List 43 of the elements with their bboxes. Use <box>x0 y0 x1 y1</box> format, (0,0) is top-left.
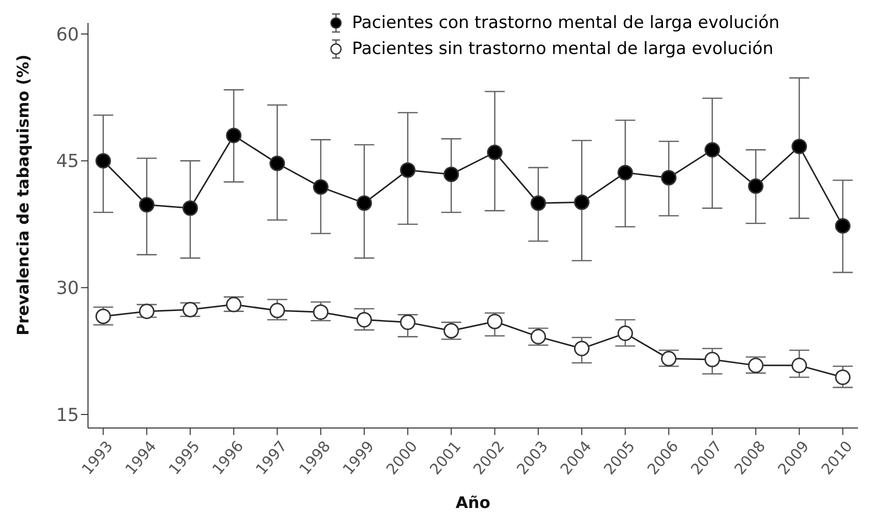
point <box>356 312 372 328</box>
point <box>487 144 502 160</box>
point <box>226 128 242 144</box>
point <box>444 323 459 339</box>
y-tick-label: 45 <box>56 151 79 172</box>
point <box>574 340 590 356</box>
point <box>792 138 808 154</box>
point <box>487 314 502 330</box>
y-tick-label: 30 <box>56 278 79 300</box>
point <box>138 197 154 213</box>
point <box>530 195 546 211</box>
y-tick-label: 15 <box>56 404 79 426</box>
point <box>269 156 285 172</box>
point <box>704 352 720 368</box>
point <box>400 162 416 178</box>
point <box>95 308 111 324</box>
point <box>704 142 720 158</box>
point <box>182 200 198 216</box>
y-tick-label: 60 <box>56 24 79 46</box>
point <box>835 218 851 234</box>
point <box>444 166 459 182</box>
point <box>400 314 416 330</box>
point <box>95 153 111 169</box>
x-axis-title: Año <box>456 493 490 512</box>
point <box>618 164 634 180</box>
point <box>138 304 154 320</box>
legend-label: Pacientes con trastorno mental de larga evolución <box>352 13 780 33</box>
point <box>226 296 242 312</box>
point <box>792 358 808 374</box>
point <box>182 302 198 318</box>
point <box>661 170 677 186</box>
point <box>748 358 764 374</box>
point <box>835 370 851 386</box>
point <box>356 195 372 211</box>
legend-label: Pacientes sin trastorno mental de larga evolución <box>352 39 774 59</box>
point <box>618 326 634 342</box>
point <box>748 178 764 194</box>
point <box>574 194 590 210</box>
point <box>269 302 285 318</box>
point <box>312 179 328 195</box>
point <box>661 350 677 366</box>
y-axis-title: Prevalencia de tabaquismo (%) <box>14 54 33 336</box>
point <box>530 328 546 344</box>
